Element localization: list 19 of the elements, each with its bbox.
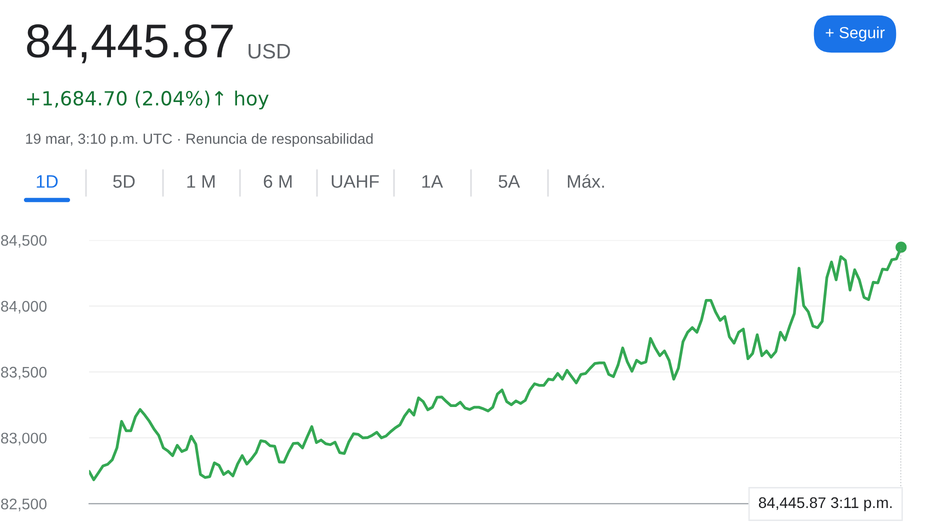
y-tick-label: 84,000 xyxy=(1,300,47,314)
text: 1 M xyxy=(187,175,215,188)
text: +1,684.70 (2.04%)↑ hoy xyxy=(27,90,269,110)
chart-subtitle: USD xyxy=(248,44,290,59)
y-tick-label: 83,500 xyxy=(1,366,47,380)
y-tick-label: 82,500 xyxy=(1,498,47,512)
text: 6 M xyxy=(264,175,292,188)
text: 1D xyxy=(36,175,58,188)
text: 19 mar, 3:10 p.m. UTC · Renuncia de responsabilidad xyxy=(26,133,373,147)
text: 1A xyxy=(422,175,444,188)
text: Máx. xyxy=(568,174,604,188)
text: + Seguir xyxy=(826,26,885,42)
y-tick-label: 84,500 xyxy=(1,234,47,248)
text: UAHF xyxy=(332,175,379,188)
y-tick-label: 83,000 xyxy=(1,432,47,446)
text: 5D xyxy=(113,175,135,188)
annotation: 84,445.87 3:11 p.m. xyxy=(758,497,892,512)
text: 5A xyxy=(498,175,520,188)
chart-title: 84,445.87 xyxy=(27,24,233,64)
